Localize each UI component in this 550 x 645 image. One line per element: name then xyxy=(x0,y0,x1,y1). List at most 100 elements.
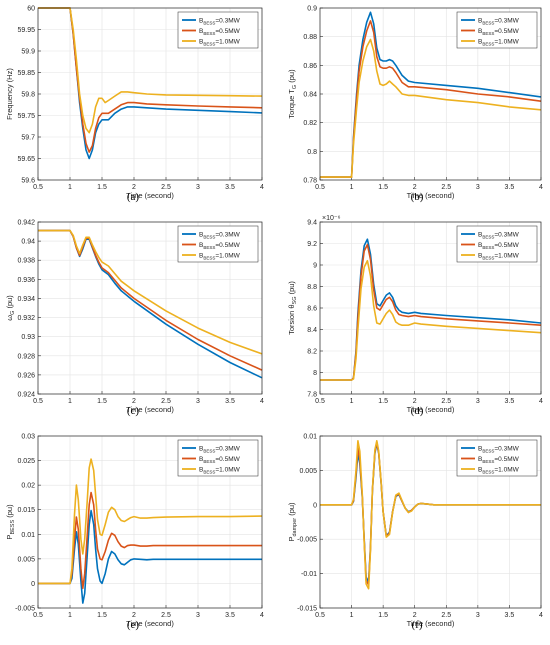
y-tick-label: 8 xyxy=(313,370,317,377)
x-tick-label: 1 xyxy=(350,398,354,405)
legend-label-rest: =0.3MW xyxy=(215,446,240,453)
legend-label-rest: =1.0MW xyxy=(494,467,519,474)
legend-label-rest: =0.3MW xyxy=(215,232,240,239)
legend-label-sub: BESS xyxy=(203,469,215,474)
panel-caption: (e) xyxy=(127,619,140,631)
panel-caption: (c) xyxy=(127,405,140,417)
chart-panel-e: 0.5 1 1.5 2 2.5 3 3.5 4 -0.005 0 0.005 0.01 0.015 0.0… xyxy=(5,434,264,632)
y-axis-label-main: Torque T xyxy=(287,89,296,119)
y-tick-label: 0.78 xyxy=(303,178,317,185)
legend-label-rest: =0.5MW xyxy=(215,28,240,35)
x-tick-label: 0.5 xyxy=(33,398,43,405)
y-tick-label: 8.4 xyxy=(307,327,317,334)
x-tick-label: 2 xyxy=(132,184,136,191)
y-axis-label-main: P xyxy=(287,537,296,542)
y-tick-label: 59.7 xyxy=(21,135,35,142)
legend-label: BBESS=1.0MW xyxy=(478,467,520,475)
x-tick-label: 1 xyxy=(68,612,72,619)
panel-caption: (b) xyxy=(411,191,424,203)
legend-label-rest: =0.3MW xyxy=(494,232,519,239)
y-axis-exponent: ×10⁻⁶ xyxy=(322,215,341,222)
x-tick-label: 4 xyxy=(539,184,543,191)
y-axis-label: ωG (pu) xyxy=(5,295,16,321)
legend-label: BBESS=0.5MW xyxy=(478,28,520,36)
y-axis-label: Pdamper (pu) xyxy=(287,502,298,542)
y-tick-label: 0.936 xyxy=(17,277,35,284)
y-tick-label: 8.2 xyxy=(307,349,317,356)
legend-label-main: B xyxy=(199,18,203,25)
x-tick-label: 1 xyxy=(350,184,354,191)
legend-label-main: B xyxy=(199,242,203,249)
legend-label-sub: BESS xyxy=(482,41,494,46)
series-line-0 xyxy=(38,509,262,604)
x-tick-label: 3.5 xyxy=(505,184,515,191)
x-tick-label: 3.5 xyxy=(225,184,235,191)
y-tick-label: 0.86 xyxy=(303,63,317,70)
legend-label-rest: =0.3MW xyxy=(215,18,240,25)
legend-label: BBESS=1.0MW xyxy=(478,39,520,47)
y-tick-label: 0.9 xyxy=(307,6,317,13)
y-axis-label-sub: G xyxy=(292,85,298,89)
y-tick-label: 59.8 xyxy=(21,92,35,99)
legend-label: BBESS=0.3MW xyxy=(199,18,241,26)
x-tick-label: 0.5 xyxy=(315,184,325,191)
legend-label-sub: BESS xyxy=(482,459,494,464)
panel-caption: (a) xyxy=(127,191,140,203)
y-tick-label: 59.9 xyxy=(21,49,35,56)
x-tick-label: 2.5 xyxy=(161,612,171,619)
y-tick-label: 0.01 xyxy=(303,434,317,441)
y-tick-label: 59.95 xyxy=(17,27,35,34)
series-line-1 xyxy=(38,491,262,590)
x-tick-label: 1.5 xyxy=(378,398,388,405)
legend-label-sub: BESS xyxy=(203,31,215,36)
y-tick-label: 0.94 xyxy=(21,239,35,246)
x-tick-label: 1.5 xyxy=(378,612,388,619)
x-axis-label: Time (second) xyxy=(126,191,174,200)
x-tick-label: 3 xyxy=(476,398,480,405)
x-tick-label: 4 xyxy=(260,184,264,191)
y-axis-label-rest: (pu) xyxy=(287,502,296,518)
legend-label-main: B xyxy=(478,253,482,260)
legend-label: BBESS=0.3MW xyxy=(478,446,520,454)
x-axis-label: Time (second) xyxy=(407,619,455,628)
legend-label-sub: BESS xyxy=(203,448,215,453)
y-tick-label: -0.005 xyxy=(15,606,35,613)
legend-label: BBESS=1.0MW xyxy=(199,253,241,261)
legend-label: BBESS=0.3MW xyxy=(199,232,241,240)
x-axis-label: Time (second) xyxy=(126,619,174,628)
legend-label-rest: =1.0MW xyxy=(494,39,519,46)
legend-label-sub: BESS xyxy=(482,245,494,250)
x-tick-label: 3 xyxy=(196,184,200,191)
legend-label-main: B xyxy=(478,18,482,25)
y-tick-label: 59.65 xyxy=(17,156,35,163)
legend-label-main: B xyxy=(199,28,203,35)
legend-label-rest: =0.5MW xyxy=(494,456,519,463)
y-axis-label-sub: damper xyxy=(292,518,298,537)
y-tick-label: 0.025 xyxy=(17,458,35,465)
x-tick-label: 0.5 xyxy=(33,184,43,191)
legend-label-sub: BESS xyxy=(203,20,215,25)
plot-frame xyxy=(319,7,542,181)
y-axis-label-sub: SG xyxy=(292,297,298,305)
x-axis-label: Time (second) xyxy=(407,405,455,414)
x-tick-label: 3.5 xyxy=(505,612,515,619)
y-tick-label: 0.924 xyxy=(17,392,35,399)
y-tick-label: 0.928 xyxy=(17,353,35,360)
legend-label-rest: =1.0MW xyxy=(494,253,519,260)
legend-label-rest: =0.5MW xyxy=(494,28,519,35)
plot-frame xyxy=(37,435,263,609)
x-tick-label: 0.5 xyxy=(33,612,43,619)
legend-label: BBESS=1.0MW xyxy=(199,467,241,475)
legend-label-main: B xyxy=(199,446,203,453)
legend-label-main: B xyxy=(478,232,482,239)
y-tick-label: 9 xyxy=(313,263,317,270)
y-tick-label: 59.85 xyxy=(17,70,35,77)
y-tick-label: 0.015 xyxy=(17,507,35,514)
series-line-2 xyxy=(38,458,263,585)
y-axis-label-rest: (pu) xyxy=(5,295,14,311)
legend-label: BBESS=1.0MW xyxy=(199,39,241,47)
x-tick-label: 2 xyxy=(413,184,417,191)
legend-label-sub: BESS xyxy=(482,20,494,25)
x-tick-label: 1.5 xyxy=(97,398,107,405)
